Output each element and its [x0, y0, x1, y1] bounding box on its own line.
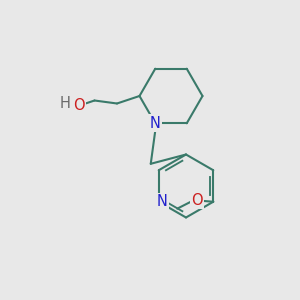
Text: N: N — [150, 116, 161, 131]
Text: O: O — [73, 98, 85, 113]
Text: O: O — [191, 193, 202, 208]
Text: N: N — [157, 194, 168, 209]
Text: H: H — [60, 96, 71, 111]
